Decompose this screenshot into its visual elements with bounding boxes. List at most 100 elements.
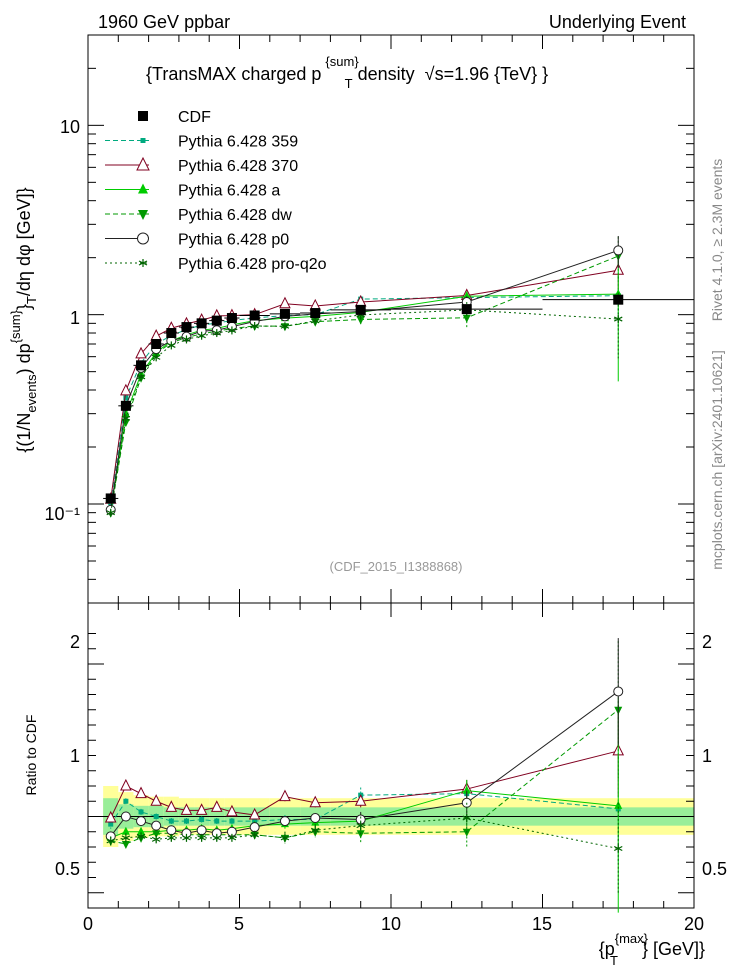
star-stroke [310,318,320,324]
ratio-series-marker [136,832,146,841]
series-marker [135,346,147,359]
series-marker [167,341,176,350]
data-point [211,315,222,326]
analysis-id: (CDF_2015_I1388868) [330,559,463,574]
star-stroke [151,836,161,842]
ratio-tick-label-right-0.5: 0.5 [702,859,727,879]
ratio-series-marker [250,830,259,839]
data-point [120,400,131,411]
star-stroke [121,835,131,841]
main-series [103,235,694,518]
ratio-series-marker [310,813,321,824]
legend-label: CDF [178,109,211,126]
star-stroke [250,323,259,329]
ratio-series-marker [310,826,320,835]
ratio-series-marker [138,809,144,815]
ratio-series-marker [136,816,147,827]
ratio-series-marker [152,830,161,839]
star-stroke [310,827,320,833]
legend-label: Pythia 6.428 370 [178,158,298,175]
data-point [355,304,366,315]
legend-marker [138,111,148,121]
xtick-label-0: 0 [83,914,93,934]
ratio-series-marker [226,804,238,817]
ratio-series-marker [151,820,162,831]
xtick-label-10: 10 [381,914,401,934]
legend-marker [138,259,148,267]
ratio-series-marker [356,821,365,830]
series-marker [356,316,365,325]
star-stroke [212,835,222,841]
ratio-series-marker [196,825,207,836]
series-marker [212,329,222,338]
legend-label: Pythia 6.428 dw [178,207,292,224]
chart-title: {TransMAX charged p{sum} T density √s=1.96… [146,54,548,91]
series-marker [120,383,132,396]
ratio-series-marker [613,686,624,697]
ratio-series-marker [613,844,623,853]
ratio-series-marker [168,818,174,824]
series-marker [136,372,146,381]
data-point [310,308,321,319]
ratio-series-marker [229,818,235,824]
series-line [110,249,619,510]
header-right: Underlying Event [549,12,686,32]
series-marker [354,294,367,307]
star-stroke [613,845,623,852]
series-marker [197,331,206,340]
series-marker [123,395,129,401]
series-line [110,255,619,513]
ratio-series-marker [279,789,291,802]
series-marker [227,326,237,335]
ratio-series-marker [248,807,261,820]
mcplots-label: mcplots.cern.ch [arXiv:2401.10621] [709,350,725,569]
ratio-series-marker [462,785,471,794]
ratio-series-marker [614,800,623,809]
ratio-series-marker [137,826,146,835]
data-point [196,318,207,329]
star-stroke [613,316,623,322]
legend-marker [140,138,146,143]
data-point [151,338,162,349]
series-marker [151,353,161,362]
ytick-label-0.1: 10⁻¹ [44,504,80,524]
legend-label: Pythia 6.428 pro-q2o [178,256,327,273]
uncertainty-bands [88,786,694,847]
ratio-series-marker [106,836,115,845]
ratio-series-marker [183,818,189,824]
ratio-series-marker [279,816,290,827]
ratio-series-marker [104,810,117,823]
star-stroke [182,835,191,841]
ratio-series-marker [150,794,162,806]
star-stroke [280,835,290,841]
series-marker [462,291,471,300]
ratio-series-marker [167,833,176,842]
ratio-frame [87,602,695,909]
star-stroke [121,415,131,421]
ratio-series-marker [165,800,178,812]
star-stroke [227,835,237,841]
ratio-series-marker [121,826,130,835]
ratio-tick-label-1: 1 [70,746,80,766]
star-stroke [462,815,472,821]
ratio-series-marker [197,833,206,842]
axis-ticks [87,34,695,908]
star-stroke [182,336,191,343]
series-marker [250,322,259,331]
ratio-series-marker [182,833,191,842]
ratio-series-marker [135,786,147,799]
ytick-label-10: 10 [60,117,80,137]
y-axis-label: {(1/Nevents) dp{sum}}T/dη dφ [GeV]} [8,187,39,452]
data-point [226,313,237,324]
legend-label: Pythia 6.428 a [178,183,280,200]
series-marker [613,245,624,256]
data-point [249,310,260,321]
legend-label: Pythia 6.428 359 [178,134,298,151]
legend-marker [138,183,148,194]
star-stroke [106,838,115,844]
star-stroke [197,835,206,841]
star-stroke [212,330,222,336]
series-marker [279,296,291,309]
star-stroke [280,323,290,329]
legend: CDF Pythia 6.428 359 Pythia 6.428 370 Pythi… [105,109,327,273]
